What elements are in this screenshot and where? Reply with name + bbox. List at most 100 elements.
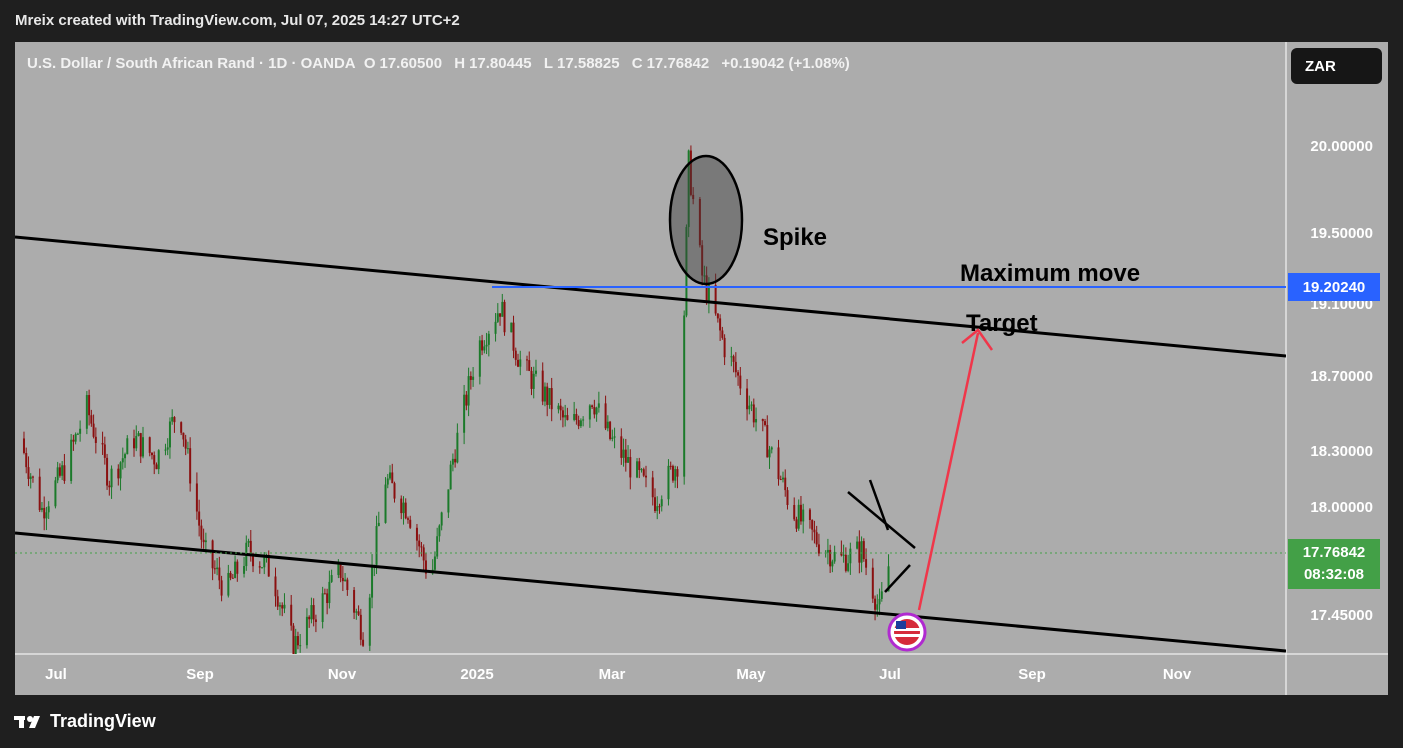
candle-body [184,439,187,449]
candle-body [463,394,466,433]
candle-body [261,567,264,569]
maximum-move-annotation[interactable]: Maximum move [960,260,1141,287]
target-arrow[interactable] [917,332,980,611]
price-tick: 20.00000 [1310,138,1373,155]
candle-body [802,509,805,522]
candle-body [137,433,140,436]
candle-body [54,480,57,507]
candle-body [447,489,450,513]
candle-body [119,462,122,479]
target-arrow-head [961,328,994,351]
candle-body [409,519,412,528]
candle-body [716,313,719,319]
bar-countdown: 08:32:08 [1303,566,1365,583]
candle-body [559,405,562,411]
candle-body [752,404,755,423]
candle-body [597,403,600,408]
candle-body [781,477,784,480]
candle-body [880,591,883,599]
candle-body [764,421,767,425]
candle-body [92,423,95,437]
open-value: 17.60500 [379,55,443,72]
candle-body [200,525,203,540]
time-tick: Sep [1018,666,1046,683]
candle-body [817,544,820,554]
candle-body [510,322,513,333]
candle-body [871,567,874,599]
pattern-line-2[interactable] [868,479,890,531]
tradingview-brand[interactable]: TradingView [14,711,156,732]
candle-body [734,361,737,373]
candle-body [799,504,802,522]
drawings-group [15,154,1286,653]
pattern-line-3[interactable] [884,564,911,593]
low-label: L [543,55,553,72]
candle-body [707,284,710,302]
candle-body [636,461,639,478]
pattern-line-1[interactable] [847,491,916,549]
channel-lower-line[interactable] [15,531,1286,653]
candle-body [766,424,769,458]
candle-body [283,604,286,609]
candle-body [278,605,281,607]
candle-body [135,435,138,449]
candle-body [795,519,798,529]
candle-body [779,479,782,481]
candle-body [299,645,302,647]
candle-body [797,504,800,529]
candle-body [166,447,169,450]
candle-body [620,436,623,458]
channel-upper-line[interactable] [15,235,1286,358]
candle-body [72,439,75,442]
candle-body [528,360,531,371]
candle-body [669,465,672,467]
candle-body [815,532,818,545]
candle-body [418,540,421,547]
candle-body [831,561,834,567]
candle-body [748,405,751,410]
chart-frame[interactable] [15,42,1388,695]
candle-body [321,593,324,623]
candle-body [786,490,789,505]
candle-body [101,442,104,445]
us-event-marker[interactable] [887,612,927,652]
candle-body [865,559,868,568]
candle-body [173,417,176,423]
price-tick: 18.00000 [1310,499,1373,516]
candle-body [519,359,522,367]
candle-body [353,589,356,613]
candle-body [355,611,358,613]
spike-ellipse[interactable] [668,154,744,286]
candle-body [38,476,41,511]
candle-body [566,415,569,420]
candle-body [88,395,91,416]
candle-body [793,504,796,520]
brand-name: TradingView [50,711,156,731]
candle-body [29,476,32,479]
candle-body [263,557,266,568]
symbol-name[interactable]: U.S. Dollar / South African Rand · 1D · … [27,55,356,72]
candle-body [622,449,625,458]
candle-body [211,540,214,569]
candle-body [856,541,859,549]
candle-body [171,417,174,422]
candle-body [157,450,160,470]
candle-body [573,414,576,420]
candle-body [47,506,50,513]
candle-body [133,438,136,449]
candle-body [362,639,365,646]
candle-body [478,340,481,377]
candle-body [449,464,452,490]
candle-body [577,420,580,427]
currency-button[interactable]: ZAR [1291,48,1382,84]
candle-body [689,150,692,195]
candle-body [651,477,654,498]
candle-body [698,199,701,246]
candle-body [391,472,394,484]
target-annotation[interactable]: Target [966,310,1038,337]
candle-body [139,433,142,457]
candle-body [808,509,811,520]
spike-annotation[interactable]: Spike [763,224,828,251]
last-price-tag: 17.76842 08:32:08 [1288,539,1380,589]
